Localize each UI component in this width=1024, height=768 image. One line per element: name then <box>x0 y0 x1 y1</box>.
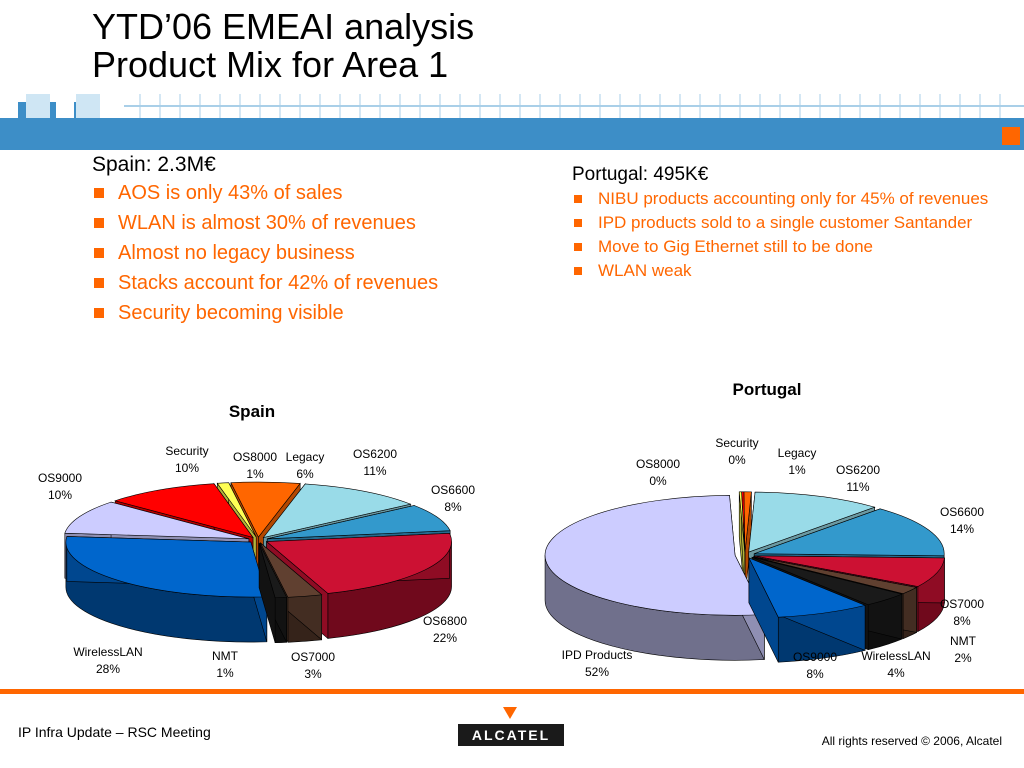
pie-slice-1-7 <box>544 495 765 661</box>
footer-rule <box>0 689 1024 694</box>
spain-heading: Spain: 2.3M€ <box>92 153 216 176</box>
spain-chart-title: Spain <box>229 402 275 421</box>
header-squares <box>0 94 1024 118</box>
logo-triangle-icon <box>503 707 517 719</box>
portugal-chart-title: Portugal <box>733 380 802 399</box>
pie-label-1-1: OS6200 11% <box>836 463 880 494</box>
spain-bullets: AOS is only 43% of sales WLAN is almost … <box>92 178 512 328</box>
portugal-bullet: WLAN weak <box>572 262 992 280</box>
portugal-pie: Legacy 1% OS6200 11% OS6600 14% OS7000 8% NMT 2% W… <box>544 436 984 681</box>
pie-slice-1-6 <box>748 557 867 663</box>
spain-summary: Spain: 2.3M€ AOS is only 43% of sales WL… <box>92 152 512 328</box>
portugal-bullet: NIBU products accounting only for 45% of… <box>572 190 992 208</box>
pie-slice-0-5 <box>258 542 288 644</box>
pie-label-0-1: OS6200 11% <box>353 447 397 478</box>
portugal-bullets: NIBU products accounting only for 45% of… <box>572 190 992 280</box>
pie-label-1-9: Security 0% <box>715 436 758 467</box>
title-line-1: YTD’06 EMEAI analysis <box>92 6 475 47</box>
spain-pie: Legacy 6% OS6200 11% OS6600 8% OS6800 22% OS7000… <box>38 444 475 681</box>
spain-bullet: AOS is only 43% of sales <box>92 178 512 208</box>
portugal-summary: Portugal: 495K€ NIBU products accounting… <box>572 162 992 286</box>
spain-bullet: WLAN is almost 30% of revenues <box>92 208 512 238</box>
portugal-heading: Portugal: 495K€ <box>572 164 709 185</box>
footer-left-text: IP Infra Update – RSC Meeting <box>18 724 211 740</box>
pie-label-1-0: Legacy 1% <box>778 446 817 477</box>
pie-label-1-2: OS6600 14% <box>940 505 984 536</box>
pie-label-0-3: OS6800 22% <box>423 614 467 645</box>
pie-label-1-6: OS9000 8% <box>793 650 837 681</box>
spain-bullet: Security becoming visible <box>92 298 512 328</box>
pie-slice-1-8 <box>738 491 746 597</box>
pie-label-1-3: OS7000 8% <box>940 597 984 628</box>
pie-label-0-4: OS7000 3% <box>291 650 335 681</box>
pie-slice-0-6 <box>65 536 268 643</box>
pie-label-0-7: OS9000 10% <box>38 471 82 502</box>
portugal-bullet: IPD products sold to a single customer S… <box>572 214 992 232</box>
portugal-bullet: Move to Gig Ethernet still to be done <box>572 238 992 256</box>
pie-label-0-0: Legacy 6% <box>286 450 325 481</box>
spain-bullet: Stacks account for 42% of revenues <box>92 268 512 298</box>
pie-label-0-9: OS8000 1% <box>233 450 277 481</box>
pie-label-0-5: NMT 1% <box>212 649 239 680</box>
title-line-2: Product Mix for Area 1 <box>92 44 449 85</box>
footer-copyright: All rights reserved © 2006, Alcatel <box>821 734 1002 748</box>
slide-title: YTD’06 EMEAI analysis Product Mix for Ar… <box>92 8 474 84</box>
pie-label-1-7: IPD Products 52% <box>562 648 633 679</box>
pie-label-1-5: WirelessLAN 4% <box>861 649 930 680</box>
pie-label-0-8: Security 10% <box>165 444 208 475</box>
pie-label-0-2: OS6600 8% <box>431 483 475 514</box>
spain-bullet: Almost no legacy business <box>92 238 512 268</box>
company-logo: ALCATEL <box>458 724 564 746</box>
pie-slice-0-3 <box>265 533 452 640</box>
pie-label-1-8: OS8000 0% <box>636 457 680 488</box>
accent-square <box>1002 127 1020 145</box>
pie-label-1-4: NMT 2% <box>950 634 977 665</box>
pie-label-0-6: WirelessLAN 28% <box>73 645 142 676</box>
